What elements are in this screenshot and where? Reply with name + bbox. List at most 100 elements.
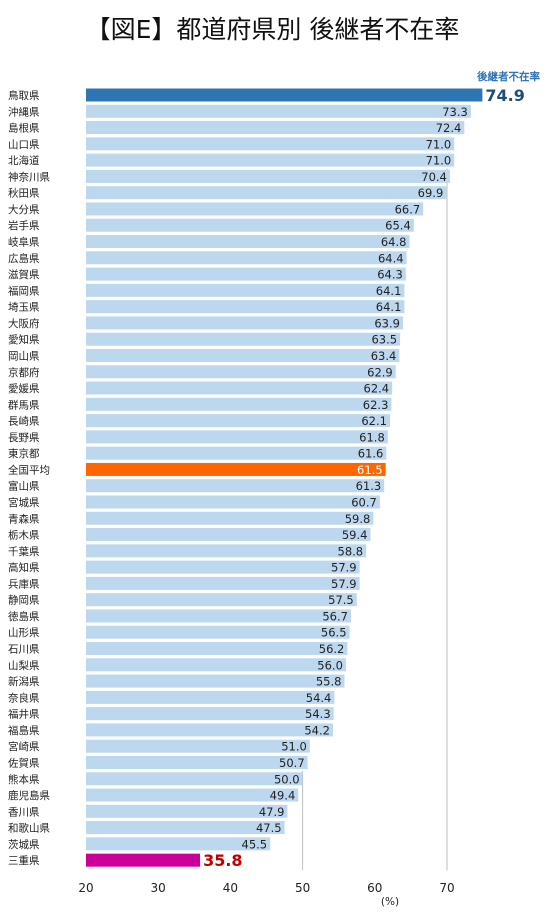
data-label: 54.4 <box>306 691 332 705</box>
category-label: 香川県 <box>8 806 40 818</box>
bar <box>86 658 346 672</box>
category-label: 埼玉県 <box>8 301 40 314</box>
bar <box>86 772 303 786</box>
data-label: 63.4 <box>371 349 397 363</box>
data-label: 64.1 <box>376 284 402 298</box>
data-label: 47.9 <box>259 805 285 819</box>
data-label: 50.0 <box>274 772 300 786</box>
category-label: 栃木県 <box>8 529 40 542</box>
data-label: 61.3 <box>356 479 382 493</box>
bar <box>86 121 465 135</box>
data-label: 55.8 <box>316 675 342 689</box>
bar <box>86 707 334 721</box>
data-label: 61.5 <box>357 463 383 477</box>
bar <box>86 218 414 232</box>
data-label: 64.4 <box>378 251 404 265</box>
bar <box>86 251 407 265</box>
bar <box>86 723 333 737</box>
category-label: 兵庫県 <box>8 577 40 590</box>
data-label: 70.4 <box>421 170 447 184</box>
bar <box>86 430 388 444</box>
data-label: 35.8 <box>203 851 242 870</box>
data-label: 56.7 <box>322 609 348 623</box>
bar <box>86 528 371 542</box>
bar <box>86 853 201 867</box>
x-tick-label: 70 <box>439 881 454 895</box>
data-label: 57.9 <box>331 577 357 591</box>
data-label: 63.9 <box>374 316 400 330</box>
category-label: 宮崎県 <box>8 740 40 753</box>
x-tick-label: 50 <box>295 881 310 895</box>
category-label: 大分県 <box>8 203 40 216</box>
data-label: 71.0 <box>426 154 452 168</box>
category-label: 石川県 <box>8 644 40 656</box>
bar <box>86 495 380 509</box>
category-label: 広島県 <box>8 252 40 265</box>
category-label: 福井県 <box>8 708 40 721</box>
category-label: 岩手県 <box>8 219 40 232</box>
bar <box>86 755 308 769</box>
category-label: 岐阜県 <box>8 236 40 249</box>
category-label: 奈良県 <box>8 691 40 704</box>
category-label: 新潟県 <box>8 675 40 688</box>
bar <box>86 235 410 249</box>
category-label: 愛媛県 <box>8 382 40 395</box>
data-label: 72.4 <box>436 121 462 135</box>
data-label: 62.3 <box>363 398 389 412</box>
data-label: 64.1 <box>376 300 402 314</box>
bar <box>86 788 299 802</box>
bar <box>86 300 405 314</box>
bar <box>86 316 403 330</box>
bar <box>86 462 386 476</box>
data-label: 58.8 <box>338 544 364 558</box>
data-label: 74.9 <box>485 86 524 105</box>
bar <box>86 609 351 623</box>
data-label: 54.2 <box>304 723 330 737</box>
category-label: 北海道 <box>8 154 40 167</box>
category-label: 長崎県 <box>8 415 40 428</box>
bar <box>86 137 455 151</box>
category-label: 秋田県 <box>8 187 40 200</box>
category-label: 島根県 <box>8 122 40 135</box>
category-label: 福島県 <box>8 724 40 737</box>
category-label: 岡山県 <box>8 350 40 362</box>
category-label: 宮城県 <box>8 496 40 509</box>
data-label: 50.7 <box>279 756 305 770</box>
data-label: 61.8 <box>359 430 385 444</box>
bar <box>86 397 392 411</box>
data-label: 59.8 <box>345 512 371 526</box>
category-label: 和歌山県 <box>8 822 50 835</box>
data-label: 66.7 <box>395 202 421 216</box>
data-label: 62.4 <box>364 382 390 396</box>
data-label: 57.5 <box>328 593 354 607</box>
bar <box>86 690 335 704</box>
bar <box>86 674 345 688</box>
category-label: 静岡県 <box>8 594 40 607</box>
data-label: 71.0 <box>426 137 452 151</box>
data-label: 62.9 <box>367 365 393 379</box>
data-label: 56.5 <box>321 626 347 640</box>
category-label: 沖縄県 <box>8 105 40 118</box>
bar <box>86 283 405 297</box>
data-label: 63.5 <box>371 333 397 347</box>
category-label: 熊本県 <box>8 773 40 786</box>
category-label: 茨城県 <box>8 838 40 851</box>
bar <box>86 381 393 395</box>
category-label: 富山県 <box>8 480 40 493</box>
category-label: 千葉県 <box>8 545 40 558</box>
category-label: 滋賀県 <box>8 268 40 281</box>
category-label: 福岡県 <box>8 284 40 297</box>
data-label: 47.5 <box>256 821 282 835</box>
data-label: 56.2 <box>319 642 345 656</box>
category-label: 青森県 <box>8 512 40 525</box>
category-label: 京都府 <box>8 366 40 379</box>
category-label: 鳥取県 <box>8 89 40 102</box>
data-label: 45.5 <box>242 837 268 851</box>
bar <box>86 202 424 216</box>
category-label: 佐賀県 <box>8 756 40 769</box>
data-label: 61.6 <box>358 447 384 461</box>
bar <box>86 511 374 525</box>
category-label: 三重県 <box>8 854 40 867</box>
bar <box>86 544 367 558</box>
